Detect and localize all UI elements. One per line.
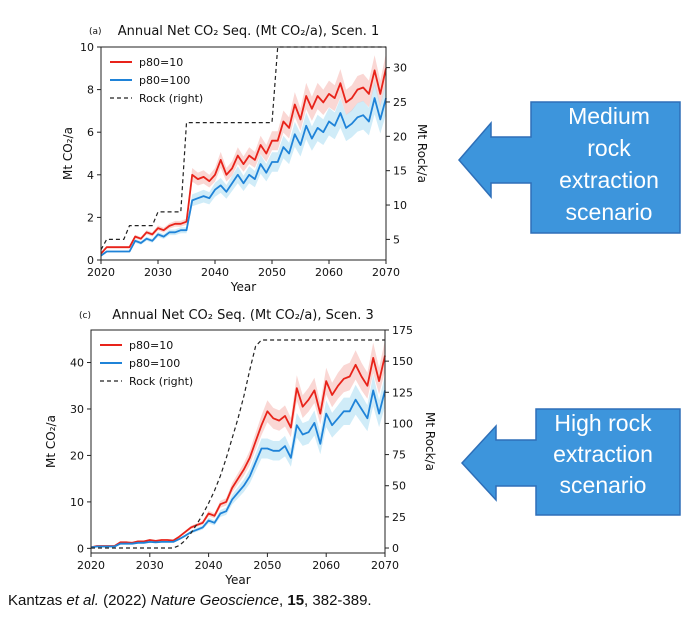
panel-label: (c) [79, 311, 91, 321]
legend: p80=10 p80=100 Rock (right) [100, 339, 193, 388]
legend-entry-p80-10: p80=10 [129, 339, 173, 352]
y-tick-label: 10 [80, 41, 94, 54]
y-right-tick-label: 25 [393, 96, 407, 109]
y-tick-label: 0 [77, 542, 84, 555]
y-tick-label: 4 [87, 169, 94, 182]
series-line-rock [91, 339, 385, 549]
x-tick-label: 2060 [312, 559, 340, 572]
series-line-p80-100 [90, 389, 386, 549]
chart-panel-1: 2020 2030 2040 2050 2060 2070 0 2 4 6 8 10 5 10 15 20 25… [61, 24, 429, 294]
legend-entry-p80-100: p80=100 [129, 357, 180, 370]
citation-year: (2022) [98, 592, 151, 609]
citation-prefix: Kantzas [8, 592, 67, 609]
legend-entry-p80-100: p80=100 [139, 74, 190, 87]
y-right-tick-label: 5 [393, 233, 400, 246]
y-right-tick-label: 100 [392, 417, 413, 430]
x-tick-label: 2020 [77, 559, 105, 572]
callout-text-line: scenario [560, 472, 647, 498]
callout-text-line: rock [587, 135, 631, 161]
x-tick-label: 2040 [195, 559, 223, 572]
callout-text-line: extraction [553, 441, 653, 467]
plot-frame [90, 329, 386, 554]
y-tick-label: 8 [87, 84, 94, 97]
chart-panel-2: 2020 2030 2040 2050 2060 20700102030400255075… [44, 308, 437, 587]
panel-label: (a) [89, 27, 102, 37]
x-tick-label: 2060 [315, 266, 343, 279]
y-tick-label: 30 [70, 403, 84, 416]
y-right-tick-label: 150 [392, 355, 413, 368]
x-tick-label: 2070 [371, 559, 399, 572]
y-right-tick-label: 25 [392, 511, 406, 524]
x-tick-label: 2020 [87, 266, 115, 279]
y-right-tick-label: 125 [392, 386, 413, 399]
callout-text-line: Medium [568, 103, 650, 129]
series-line-p80-10 [90, 355, 386, 549]
uncertainty-band-p80-100 [101, 81, 386, 257]
series-line-p80-10 [100, 68, 387, 255]
x-axis-label: Year [224, 573, 250, 587]
x-tick-label: 2050 [258, 266, 286, 279]
x-tick-label: 2030 [144, 266, 172, 279]
y-right-axis-label: Mt Rock/a [423, 412, 437, 471]
callout-arrow-shape [460, 408, 681, 516]
y-right-tick-label: 75 [392, 449, 406, 462]
citation-etal: et al. [66, 592, 99, 609]
legend-entry-rock: Rock (right) [129, 375, 193, 388]
y-right-tick-label: 0 [392, 542, 399, 555]
y-tick-label: 2 [87, 211, 94, 224]
y-right-tick-label: 10 [393, 199, 407, 212]
y-right-tick-label: 15 [393, 165, 407, 178]
legend-entry-rock: Rock (right) [139, 92, 203, 105]
citation-volume: 15 [287, 592, 305, 609]
chart-title: Annual Net CO₂ Seq. (Mt CO₂/a), Scen. 3 [112, 308, 374, 323]
callout-text-line: scenario [566, 199, 653, 225]
y-tick-label: 6 [87, 126, 94, 139]
y-right-tick-label: 20 [393, 130, 407, 143]
x-tick-label: 2050 [253, 559, 281, 572]
y-right-tick-label: 30 [393, 62, 407, 75]
y-axis-label: Mt CO₂/a [44, 415, 58, 468]
y-tick-label: 20 [70, 449, 84, 462]
chart-title: Annual Net CO₂ Seq. (Mt CO₂/a), Scen. 1 [118, 24, 380, 39]
callout-arrow-1: Medium rock extraction scenario [458, 101, 681, 234]
plot-frame [100, 46, 387, 261]
callout-arrow-shape [458, 101, 681, 234]
y-right-tick-label: 50 [392, 480, 406, 493]
x-tick-label: 2040 [201, 266, 229, 279]
x-tick-label: 2070 [372, 266, 400, 279]
citation-journal: Nature Geoscience [150, 592, 280, 609]
y-right-tick-label: 175 [392, 324, 413, 337]
y-tick-label: 10 [70, 496, 84, 509]
uncertainty-band-p80-100 [91, 374, 385, 548]
callout-arrow-2: High rock extraction scenario [460, 408, 681, 516]
uncertainty-band-p80-10 [91, 340, 385, 548]
y-axis-label: Mt CO₂/a [61, 127, 75, 180]
callout-text-line: High rock [554, 410, 652, 436]
y-right-axis-label: Mt Rock/a [415, 124, 429, 183]
legend-entry-p80-10: p80=10 [139, 56, 183, 69]
callout-text-line: extraction [559, 167, 659, 193]
citation: Kantzas et al. (2022) Nature Geoscience,… [8, 592, 372, 609]
y-tick-label: 0 [87, 254, 94, 267]
citation-pages: , 382-389. [304, 592, 372, 609]
series-line-p80-100 [100, 97, 387, 257]
citation-sep: , [279, 592, 288, 609]
x-axis-label: Year [230, 280, 256, 294]
x-tick-label: 2030 [136, 559, 164, 572]
y-tick-label: 40 [70, 357, 84, 370]
legend: p80=10 p80=100 Rock (right) [110, 56, 203, 105]
